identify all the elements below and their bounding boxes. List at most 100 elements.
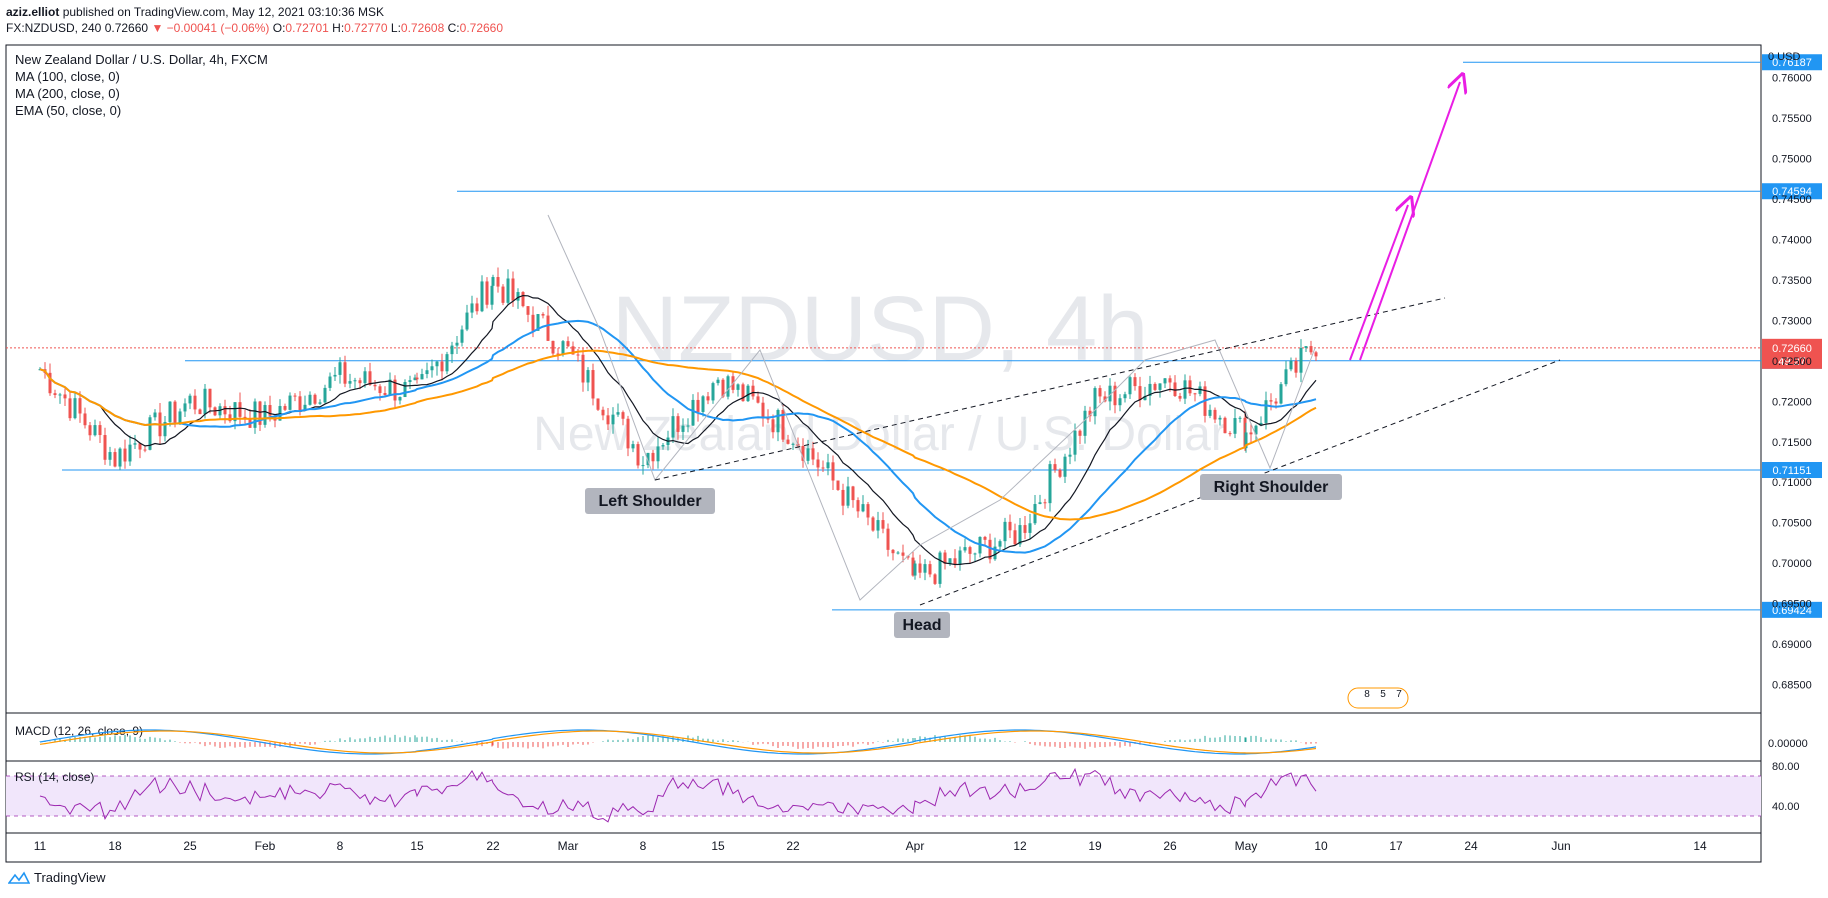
candle-body [1073,430,1077,455]
candle-body [465,312,469,330]
candle-body [1244,432,1248,449]
head-text: Head [902,617,941,634]
candle-body [88,425,92,436]
candle-body [373,384,377,387]
candle-body [455,342,459,346]
time-tick-label: 25 [183,839,197,853]
left-shoulder-label[interactable]: Left Shoulder [585,488,715,514]
candle-body [1093,388,1097,417]
time-tick-label: 22 [786,839,800,853]
candle-body [906,555,910,558]
candle-body [283,406,287,410]
candle-body [323,387,327,403]
candle-body [178,411,182,423]
price-level-tag [1762,183,1822,200]
candle-body [581,354,585,383]
time-tick-label: 19 [1088,839,1102,853]
candle-body [1264,400,1268,423]
candle-body [93,425,97,436]
candle-body [661,445,665,447]
candle-body [415,377,419,380]
candle-countdown: 49:27 [1778,356,1806,368]
candle-body [233,402,237,422]
rsi-tick-40: 40.00 [1772,801,1800,813]
legend-ma100[interactable]: MA (100, close, 0) [15,69,120,84]
candle-body [1193,393,1197,395]
candle-body [1289,360,1293,370]
candle-body [968,547,972,554]
candle-body [435,361,439,367]
candle-body [1233,418,1237,434]
candle-body [631,444,635,449]
time-tick-label: Feb [255,839,276,853]
candle-body [928,564,932,575]
candle-body [253,401,257,428]
events-count-c: 7 [1396,689,1402,700]
candle-body [511,278,515,301]
candle-body [756,396,760,403]
symbol-info: FX:NZDUSD, 240 [6,21,102,35]
candle-body [526,306,530,315]
legend-ma200[interactable]: MA (200, close, 0) [15,86,120,101]
current-price-value: 0.72660 [1772,343,1812,355]
candle-body [983,536,987,540]
candle-body [1238,417,1242,419]
price-tick-label: 0.74000 [1772,234,1812,246]
right-shoulder-label[interactable]: Right Shoulder [1200,474,1342,500]
candle-body [993,546,997,560]
candle-body [460,329,464,343]
candle-body [1213,409,1217,420]
candle-body [681,425,685,432]
candle-body [68,398,72,419]
candle-body [1173,382,1177,397]
candle-body [243,416,247,418]
candle-body [1254,425,1258,435]
high-label: H: [332,21,345,35]
candle-body [801,445,805,461]
rsi-label[interactable]: RSI (14, close) [15,770,94,784]
candle-body [1208,409,1212,416]
price-tick-label: 0.72000 [1772,396,1812,408]
price-tick-label: 0.69000 [1772,639,1812,651]
candle-body [621,412,625,419]
candle-body [861,504,865,512]
candle-body [1083,410,1087,436]
candle-body [388,379,392,395]
time-tick-label: May [1235,839,1258,853]
candle-body [998,541,1002,547]
events-badge[interactable]: 8 5 7 [1347,687,1409,709]
price-axis[interactable]: 0 USD 0.76000 0.75500 0.75000 0.74500 0.74000… [1768,51,1812,692]
legend-ema50[interactable]: EMA (50, close, 0) [15,103,121,118]
candle-body [1118,398,1122,406]
ohlc-line: FX:NZDUSD, 240 0.72660 ▼ −0.00041 (−0.06… [6,20,503,36]
author-name[interactable]: aziz.elliot [6,5,60,19]
candle-body [268,405,272,416]
candle-body [1098,388,1102,397]
candle-body [1008,521,1012,531]
candle-body [1133,377,1137,387]
candle-body [1003,521,1007,542]
candle-body [821,467,825,469]
legend-title: New Zealand Dollar / U.S. Dollar, 4h, FX… [15,52,268,67]
candle-body [866,504,870,518]
candle-body [656,446,660,462]
candle-body [1259,422,1263,426]
candle-body [83,413,87,426]
footer-brand[interactable]: TradingView [34,870,106,885]
low-value: 0.72608 [400,21,445,35]
chart-header: aziz.elliot published on TradingView.com… [6,4,503,36]
candle-body [491,277,495,286]
candle-body [506,278,510,303]
time-axis[interactable]: 11 18 25 Feb 8 15 22 Mar 8 15 22 Apr 12 19 26 May 10 17 24… [34,839,1707,853]
candle-body [736,384,740,390]
candle-body [781,409,785,440]
head-label[interactable]: Head [894,612,950,638]
rsi-band [6,776,1761,816]
candle-body [353,380,357,382]
publish-info: published on TradingView.com, May 12, 20… [62,5,385,19]
tradingview-logo-icon[interactable] [8,870,30,885]
price-tick-label: 0.71500 [1772,437,1812,449]
candle-body [943,552,947,564]
price-tick-label: 0.72500 [1772,356,1812,368]
